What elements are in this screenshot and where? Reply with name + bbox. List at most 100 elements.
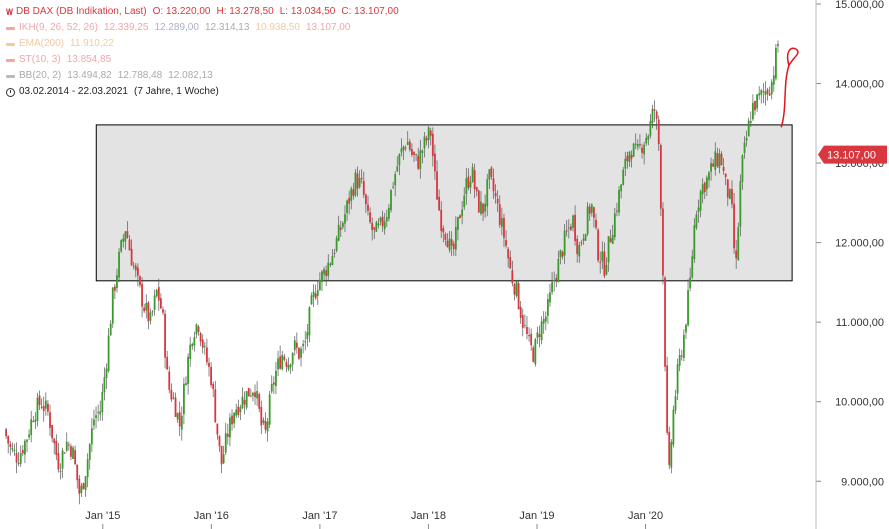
candle-up <box>551 282 553 293</box>
legend-st[interactable]: ST(10, 3) 13.854,85 <box>6 52 399 68</box>
x-tick-label: Jan '20 <box>628 510 663 522</box>
candle-up <box>590 204 593 213</box>
candle-down <box>362 180 365 195</box>
candle-down <box>444 234 447 240</box>
candle-down <box>526 326 528 335</box>
candle-up <box>745 137 748 141</box>
candle-down <box>226 433 229 437</box>
candle-up <box>341 223 344 228</box>
candle-down <box>503 217 505 238</box>
candle-down <box>507 248 510 259</box>
legend-main-name: DB DAX (DB Indikation, Last) <box>16 6 147 17</box>
candle-down <box>574 214 576 241</box>
candle-down <box>364 194 367 205</box>
candle-up <box>172 397 175 399</box>
candle-up <box>252 392 254 396</box>
candle-down <box>254 392 256 398</box>
legend-ema-name: EMA(200) <box>19 38 65 49</box>
candle-up <box>321 271 323 283</box>
candle-down <box>130 248 133 266</box>
annotation-arrow <box>780 47 799 128</box>
candle-up <box>185 383 187 386</box>
consolidation-range-box <box>95 124 793 282</box>
candle-up <box>249 395 252 397</box>
candle-up <box>392 186 394 188</box>
ikh-swatch-icon <box>6 26 15 30</box>
candle-up <box>764 91 767 95</box>
candle-up <box>634 143 637 145</box>
legend-ema[interactable]: EMA(200) 11.910,22 <box>6 36 399 52</box>
candle-down <box>731 189 733 205</box>
candle-up <box>383 221 386 230</box>
candle-down <box>82 483 85 489</box>
candle-down <box>272 382 275 385</box>
candle-up <box>775 47 777 79</box>
candle-up <box>107 335 110 371</box>
candle-up <box>306 332 309 339</box>
candle-up <box>28 434 31 438</box>
x-tick-label: Jan '15 <box>85 510 120 522</box>
candle-up <box>672 409 675 445</box>
candle-up <box>582 238 585 241</box>
candle-up <box>385 217 388 222</box>
time-axis-labels: Jan '15 Jan '16 Jan '17 Jan '18 Jan '19 Jan '… <box>85 510 663 522</box>
candle-up <box>95 415 97 419</box>
candle-up <box>335 238 338 251</box>
candle-up <box>235 409 238 416</box>
candle-up <box>187 356 189 384</box>
candle-up <box>193 337 196 346</box>
candle-up <box>586 206 589 234</box>
candle-up <box>275 370 277 386</box>
legend-period[interactable]: 03.02.2014 - 22.03.2021 (7 Jahre, 1 Woch… <box>6 84 399 100</box>
y-tick-label: 11.000,00 <box>836 317 884 329</box>
candle-up <box>350 188 353 201</box>
last-price-label: 13.107,00 <box>818 145 887 164</box>
candle-up <box>354 172 357 196</box>
candle-up <box>262 419 265 424</box>
candle-up <box>427 127 430 140</box>
candle-down <box>260 407 263 426</box>
legend-main[interactable]: \/\/ DB DAX (DB Indikation, Last) O: 13.… <box>6 4 399 20</box>
candle-up <box>287 365 290 370</box>
candle-up <box>553 280 556 282</box>
candle-down <box>490 167 493 177</box>
candle-down <box>668 431 671 466</box>
candle-down <box>367 204 369 211</box>
candlestick-series <box>5 40 779 505</box>
legend-close-value: 13.107,00 <box>354 6 399 17</box>
candle-up <box>542 319 545 324</box>
legend-bb-value-1: 13.494,82 <box>67 70 112 81</box>
candle-down <box>593 207 595 218</box>
candle-up <box>304 341 307 343</box>
candle-up <box>36 397 39 421</box>
candle-up <box>486 179 489 207</box>
candle-down <box>164 313 166 358</box>
candle-down <box>538 334 541 338</box>
candle-up <box>26 439 28 442</box>
candle-up <box>11 448 14 450</box>
candle-up <box>649 120 652 136</box>
legend-ikh[interactable]: IKH(9, 26, 52, 26) 12.339,25 12.289,00 1… <box>6 20 399 36</box>
candle-up <box>277 358 279 370</box>
candle-down <box>134 265 137 271</box>
candle-down <box>314 293 317 299</box>
candle-down <box>243 399 246 405</box>
candle-up <box>266 421 269 432</box>
legend-high-value: 13.278,50 <box>229 6 274 17</box>
candle-down <box>655 111 658 119</box>
candle-up <box>63 452 66 454</box>
candle-up <box>695 214 698 228</box>
candle-down <box>580 242 583 244</box>
candle-down <box>360 178 363 180</box>
legend-bb[interactable]: BB(20, 2) 13.494,82 12.788,48 12.082,13 <box>6 68 399 84</box>
candle-up <box>747 120 750 137</box>
candle-up <box>149 312 152 321</box>
candle-down <box>126 231 129 238</box>
candle-down <box>597 229 599 261</box>
candle-down <box>733 203 735 249</box>
candle-up <box>534 339 537 365</box>
candle-up <box>643 144 646 155</box>
y-tick-label: 10.000,00 <box>835 397 884 409</box>
candle-down <box>214 389 217 423</box>
